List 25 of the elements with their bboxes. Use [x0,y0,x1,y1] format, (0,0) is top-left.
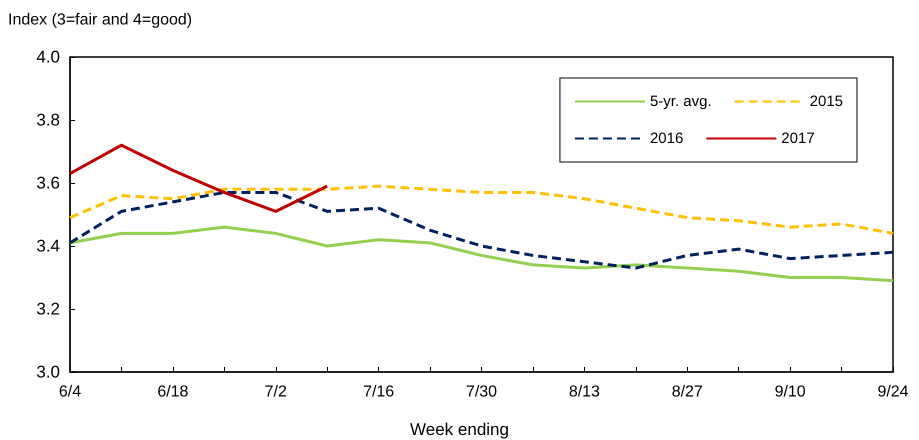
x-axis-title: Week ending [410,420,509,439]
y-tick-label: 3.0 [36,362,60,382]
line-series [68,184,894,235]
x-tick-label: 9/10 [774,384,806,400]
y-tick-label: 3.6 [36,174,60,192]
line-series [68,144,329,213]
legend-label: 2017 [781,130,815,147]
legend-label: 2015 [810,93,844,110]
x-tick-label: 7/2 [264,384,287,400]
legend-label: 2016 [650,130,684,147]
legend-label: 5-yr. avg. [650,93,712,110]
y-tick-label: 3.4 [36,236,60,256]
x-tick-label: 7/30 [466,384,498,400]
x-tick-label: 6/18 [157,384,189,400]
x-tick-label: 8/27 [672,384,703,400]
y-axis-title: Index (3=fair and 4=good) [8,12,192,28]
y-tick-label: 4.0 [36,48,60,66]
x-tick-label: 8/13 [568,384,600,400]
x-tick-label: 9/24 [877,384,909,400]
line-series [68,226,894,282]
x-tick-label: 6/4 [58,384,82,400]
y-tick-label: 3.8 [36,110,60,130]
x-tick-label: 7/16 [363,384,394,400]
line-series [68,190,894,270]
y-tick-label: 3.2 [36,300,60,318]
